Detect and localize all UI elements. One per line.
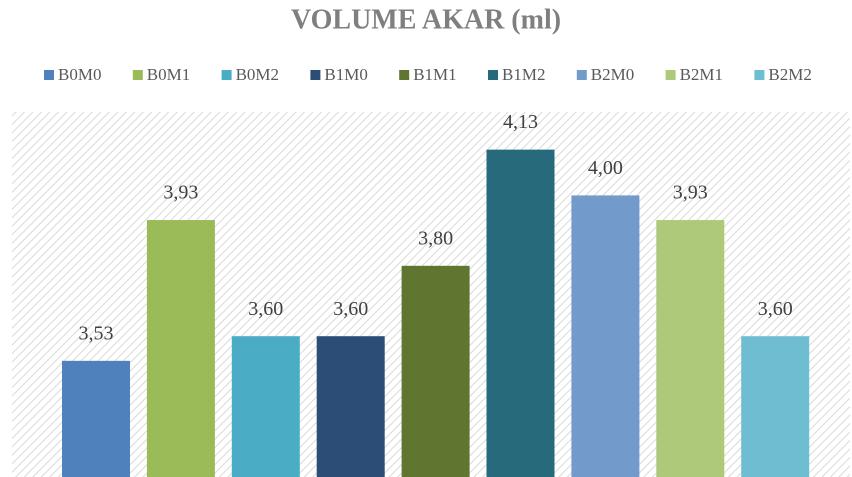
- legend-label: B0M0: [58, 65, 101, 84]
- legend-swatch: [754, 70, 765, 80]
- legend-swatch: [665, 70, 676, 80]
- bar: [146, 220, 215, 477]
- chart-title: VOLUME AKAR (ml): [291, 4, 561, 35]
- data-label: 3,60: [248, 298, 283, 320]
- legend-swatch: [44, 70, 54, 80]
- legend-swatch: [310, 70, 321, 80]
- legend-swatch: [132, 70, 143, 80]
- data-label: 3,60: [333, 298, 368, 320]
- data-label: 4,00: [588, 157, 623, 179]
- bar: [656, 220, 725, 477]
- bar: [62, 360, 130, 477]
- bar: [231, 336, 300, 477]
- legend-swatch: [399, 70, 410, 80]
- legend-label: B2M0: [591, 65, 634, 84]
- legend-label: B0M1: [147, 65, 190, 84]
- legend-swatch: [221, 70, 232, 80]
- bar: [741, 336, 810, 477]
- data-label: 3,80: [418, 227, 453, 249]
- bar: [486, 149, 555, 477]
- data-label: 3,60: [758, 298, 793, 320]
- legend-swatch: [488, 70, 498, 80]
- data-label: 3,93: [673, 182, 708, 204]
- legend-label: B2M2: [768, 65, 811, 84]
- legend-label: B2M1: [680, 65, 723, 84]
- data-label: 4,13: [503, 111, 538, 133]
- legend-swatch: [576, 70, 587, 80]
- legend-label: B0M2: [236, 65, 279, 84]
- data-label: 3,53: [79, 322, 114, 344]
- bar: [401, 265, 470, 477]
- bar: [571, 195, 640, 477]
- data-label: 3,93: [163, 182, 198, 204]
- bar: [316, 336, 385, 477]
- legend-label: B1M2: [502, 65, 545, 84]
- legend-label: B1M1: [413, 65, 456, 84]
- legend-label: B1M0: [324, 65, 367, 84]
